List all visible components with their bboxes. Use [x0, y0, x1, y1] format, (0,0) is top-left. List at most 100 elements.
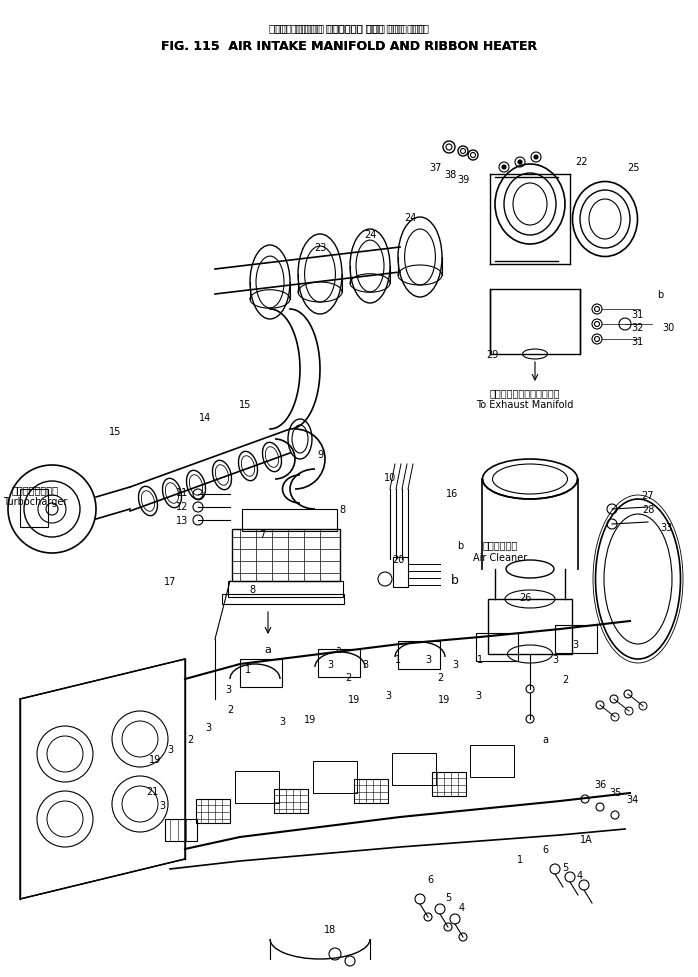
Text: Turbocharger: Turbocharger: [3, 496, 67, 506]
Text: 28: 28: [642, 504, 654, 515]
Text: 35: 35: [610, 787, 622, 797]
Text: 3: 3: [205, 722, 211, 732]
Text: 37: 37: [429, 163, 441, 173]
Text: 5: 5: [562, 862, 568, 872]
Bar: [20, 489, 48, 528]
Text: 15: 15: [109, 427, 121, 437]
Text: 32: 32: [631, 322, 643, 332]
Text: 38: 38: [444, 170, 456, 180]
Bar: [476, 633, 518, 661]
Bar: [393, 558, 408, 587]
Text: 8: 8: [249, 584, 255, 594]
Text: 1: 1: [245, 664, 251, 674]
Bar: [242, 509, 337, 531]
Circle shape: [502, 166, 506, 170]
Text: a: a: [265, 645, 272, 655]
Text: 25: 25: [627, 163, 639, 173]
Text: 26: 26: [519, 592, 531, 603]
Text: 33: 33: [660, 523, 672, 532]
Text: Air Cleaner: Air Cleaner: [473, 552, 527, 563]
Text: 29: 29: [486, 350, 498, 360]
Text: 3: 3: [225, 684, 231, 695]
Text: 6: 6: [542, 844, 548, 854]
Text: 27: 27: [641, 490, 654, 500]
Text: a: a: [335, 645, 341, 655]
Text: 2: 2: [345, 672, 351, 682]
Text: 4: 4: [459, 902, 465, 913]
Text: 22: 22: [576, 157, 588, 167]
Bar: [470, 745, 514, 778]
Text: 3: 3: [167, 744, 173, 754]
Text: ターボチャージャ: ターボチャージャ: [11, 485, 59, 494]
Text: 4: 4: [577, 871, 583, 880]
Bar: [318, 650, 360, 677]
Text: エアー インテーク マニホールド および リボン ヘータ: エアー インテーク マニホールド および リボン ヘータ: [269, 23, 429, 33]
Text: 20: 20: [392, 554, 404, 565]
Text: 3: 3: [362, 659, 368, 669]
Text: 1A: 1A: [579, 834, 593, 844]
Circle shape: [534, 156, 538, 160]
Text: 7: 7: [259, 530, 265, 539]
Text: 31: 31: [631, 337, 643, 347]
Text: 30: 30: [662, 322, 674, 332]
Text: 18: 18: [324, 924, 336, 934]
Bar: [490, 290, 580, 355]
Text: エキゾーストマニホルドへ: エキゾーストマニホルドへ: [490, 388, 560, 398]
Text: 24: 24: [364, 230, 376, 239]
Text: 1: 1: [395, 655, 401, 664]
Text: a: a: [542, 735, 548, 744]
Text: 14: 14: [199, 412, 211, 423]
Text: FIG. 115  AIR INTAKE MANIFOLD AND RIBBON HEATER: FIG. 115 AIR INTAKE MANIFOLD AND RIBBON …: [161, 39, 537, 53]
Text: 12: 12: [176, 501, 188, 512]
Text: 19: 19: [348, 695, 360, 704]
Text: 19: 19: [149, 754, 161, 764]
Text: 8: 8: [339, 504, 345, 515]
Circle shape: [518, 161, 522, 165]
Text: 34: 34: [626, 794, 638, 804]
Text: 5: 5: [445, 892, 451, 902]
Bar: [196, 799, 230, 824]
Text: 13: 13: [176, 516, 188, 526]
Text: 3: 3: [452, 659, 458, 669]
Text: 31: 31: [631, 310, 643, 319]
Text: 3: 3: [425, 655, 431, 664]
Bar: [222, 594, 344, 605]
Text: エアー インテーク マニホールド および リボン ヘータ: エアー インテーク マニホールド および リボン ヘータ: [274, 23, 424, 33]
Text: To Exhaust Manifold: To Exhaust Manifold: [476, 400, 574, 409]
Bar: [232, 530, 340, 581]
Text: FIG. 115  AIR INTAKE MANIFOLD AND RIBBON HEATER: FIG. 115 AIR INTAKE MANIFOLD AND RIBBON …: [161, 39, 537, 53]
Text: 2: 2: [227, 704, 233, 714]
Text: 9: 9: [317, 449, 323, 459]
Bar: [432, 772, 466, 796]
Text: 1: 1: [517, 854, 523, 864]
Bar: [555, 625, 597, 654]
Text: 2: 2: [187, 735, 193, 744]
Bar: [354, 780, 388, 803]
Bar: [488, 599, 572, 655]
Text: 23: 23: [314, 242, 326, 253]
Bar: [313, 761, 357, 793]
Text: b: b: [451, 573, 459, 586]
Text: 6: 6: [427, 874, 433, 884]
Bar: [165, 819, 197, 841]
Text: 2: 2: [562, 674, 568, 684]
Bar: [274, 789, 308, 813]
Bar: [398, 641, 440, 669]
Bar: [235, 771, 279, 803]
Text: 10: 10: [384, 473, 396, 483]
Text: 36: 36: [594, 780, 606, 789]
Text: 1: 1: [477, 655, 483, 664]
Bar: [240, 659, 282, 687]
Text: 3: 3: [385, 691, 391, 701]
Text: 24: 24: [404, 213, 416, 223]
Text: 3: 3: [159, 800, 165, 810]
Text: b: b: [457, 540, 463, 550]
Text: エアクリーナ: エアクリーナ: [482, 539, 518, 549]
Text: 17: 17: [164, 576, 176, 586]
Text: 11: 11: [176, 488, 188, 497]
Text: 3: 3: [475, 691, 481, 701]
Text: 19: 19: [304, 714, 316, 724]
Text: 3: 3: [327, 659, 333, 669]
Text: b: b: [657, 290, 663, 300]
Text: 19: 19: [438, 695, 450, 704]
